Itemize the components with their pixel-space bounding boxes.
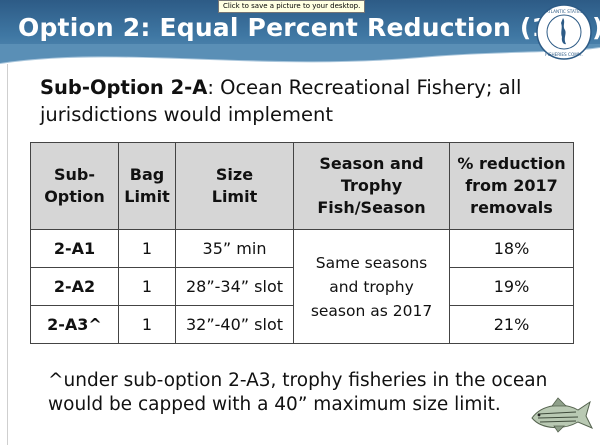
table-row: 2-A3^ 1 32”-40” slot 21% bbox=[30, 305, 574, 344]
subtitle: Sub-Option 2-A: Ocean Recreational Fishe… bbox=[40, 74, 560, 128]
commission-logo: ATLANTIC STATES FISHERIES COMM. bbox=[536, 4, 592, 60]
footnote: ^under sub-option 2-A3, trophy fisheries… bbox=[48, 370, 548, 415]
table-row: 2-A1 1 35” min Same seasons and trophy sea… bbox=[30, 229, 574, 344]
cell-option: 2-A1 bbox=[30, 229, 119, 268]
cell-bag: 1 bbox=[118, 305, 176, 344]
cell-reduction: 19% bbox=[449, 267, 574, 306]
header-bag-limit: Bag Limit bbox=[118, 142, 176, 230]
header-reduction: % reduction from 2017 removals bbox=[449, 142, 574, 230]
header-wave-decoration bbox=[0, 44, 600, 74]
options-table: Sub- Option Bag Limit Size Limit Season and… bbox=[30, 142, 574, 344]
cell-size: 35” min bbox=[175, 229, 294, 268]
cell-option: 2-A2 bbox=[30, 267, 119, 306]
tooltip: Click to save a picture to your desktop. bbox=[218, 0, 366, 13]
cell-bag: 1 bbox=[118, 229, 176, 268]
svg-text:ATLANTIC STATES: ATLANTIC STATES bbox=[546, 9, 583, 14]
cell-size: 32”-40” slot bbox=[175, 305, 294, 344]
header-size-limit: Size Limit bbox=[175, 142, 294, 230]
cell-option: 2-A3^ bbox=[30, 305, 119, 344]
cell-size: 28”-34” slot bbox=[175, 267, 294, 306]
table-header-row: Sub- Option Bag Limit Size Limit Season and… bbox=[30, 142, 574, 230]
header-sub-option: Sub- Option bbox=[30, 142, 119, 230]
subtitle-bold: Sub-Option 2-A bbox=[40, 76, 208, 99]
left-rule bbox=[7, 64, 8, 445]
cell-reduction: 21% bbox=[449, 305, 574, 344]
page-title: Option 2: Equal Percent Reduction (18%) bbox=[18, 13, 600, 42]
subtitle-rest: : Ocean Recreational Fishery; all jurisd… bbox=[40, 76, 522, 126]
svg-text:FISHERIES COMM.: FISHERIES COMM. bbox=[545, 52, 583, 57]
striped-bass-icon bbox=[531, 397, 594, 433]
cell-reduction: 18% bbox=[449, 229, 574, 268]
cell-season-merged: Same seasons and trophy season as 2017 bbox=[293, 229, 450, 344]
table-row: 2-A2 1 28”-34” slot 19% bbox=[30, 267, 574, 306]
cell-bag: 1 bbox=[118, 267, 176, 306]
header-season: Season and Trophy Fish/Season bbox=[293, 142, 450, 230]
